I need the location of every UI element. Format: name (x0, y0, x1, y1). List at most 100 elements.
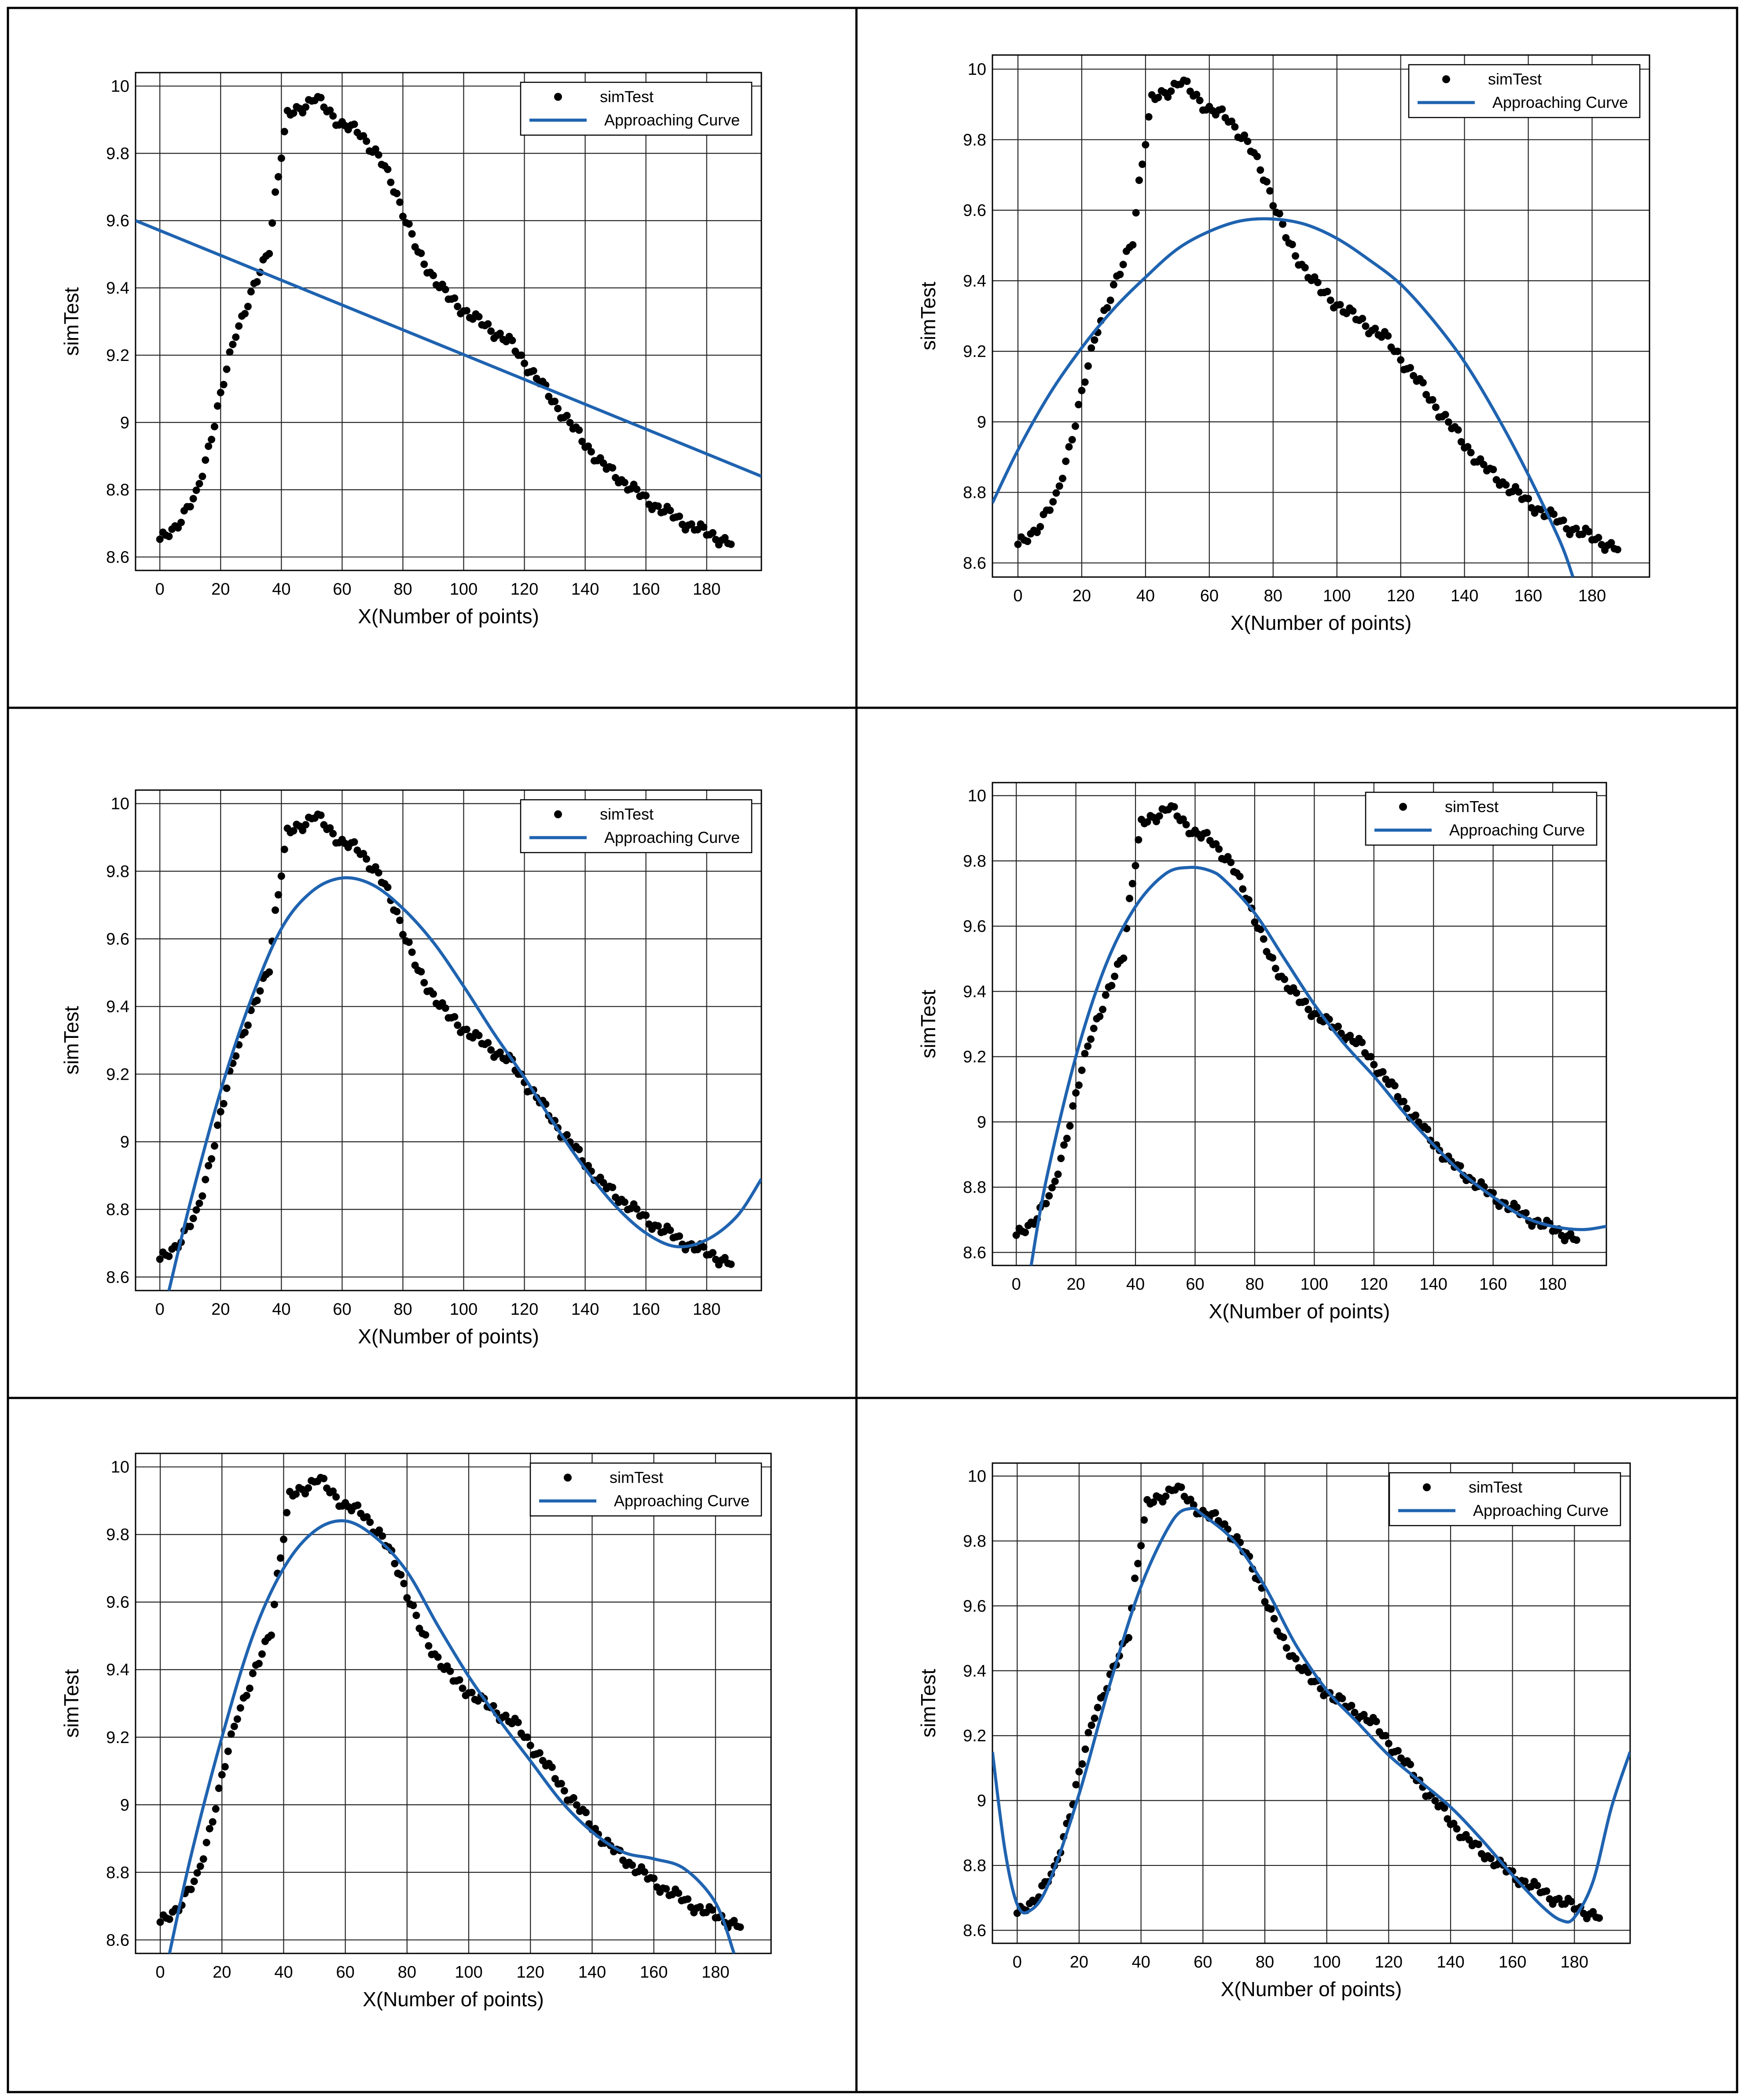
scatter-point (276, 1554, 284, 1562)
scatter-point (208, 1155, 216, 1163)
legend: simTest Approaching Curve (1408, 64, 1641, 118)
y-tick-label: 9.4 (963, 1662, 986, 1681)
scatter-point (396, 198, 404, 206)
x-tick-label: 80 (1264, 587, 1282, 605)
scatter-point (186, 1222, 194, 1230)
x-tick-label: 100 (1323, 587, 1351, 605)
legend-box (1408, 64, 1641, 118)
scatter-point (156, 535, 164, 543)
chart-panel-2: 0 20 40 60 80 100 120 140 160 180 8.6 8.8 9 9.2 9.4 9.6… (917, 54, 1650, 634)
scatter-point (1075, 401, 1083, 408)
y-tick-label: 9 (120, 1796, 129, 1814)
y-tick-label: 9.4 (963, 272, 986, 291)
scatter-point (1170, 803, 1178, 811)
scatter-point (329, 112, 337, 120)
x-tick-label: 140 (571, 580, 599, 599)
scatter-point (1293, 989, 1300, 997)
scatter-point (1164, 93, 1172, 101)
scatter-point (1453, 1825, 1461, 1833)
scatter-point (1231, 123, 1239, 131)
scatter-point (1111, 972, 1119, 980)
scatter-point (1142, 141, 1150, 149)
y-tick-label: 9.4 (106, 1661, 129, 1679)
scatter-point (487, 327, 495, 335)
scatter-point (1102, 991, 1109, 999)
scatter-point (403, 1594, 411, 1602)
scatter-point (1135, 177, 1143, 184)
scatter-point (220, 1100, 228, 1107)
legend-marker-dot (1399, 803, 1407, 811)
scatter-point (1502, 481, 1510, 489)
scatter-point (1269, 954, 1277, 962)
scatter-point (1021, 1228, 1029, 1236)
scatter-point (400, 1580, 408, 1588)
x-tick-label: 60 (333, 580, 351, 599)
scatter-point (609, 464, 617, 472)
scatter-point (1400, 1097, 1408, 1105)
chart-panel-1: 0 20 40 60 80 100 120 140 160 180 8.6 8.8 9 9.2 9.4 9.6… (60, 72, 762, 628)
scatter-point (1129, 241, 1137, 249)
x-tick-label: 80 (1245, 1275, 1264, 1294)
scatter-point (1301, 264, 1309, 272)
scatter-point (1090, 1024, 1098, 1032)
scatter-point (1134, 1559, 1142, 1567)
scatter-point (1099, 1005, 1107, 1013)
scatter-point (212, 1805, 220, 1813)
y-tick-label: 8.8 (963, 1857, 986, 1875)
x-tick-label: 0 (156, 1963, 165, 1982)
scatter-point (1069, 1102, 1077, 1110)
scatter-point (1394, 1747, 1402, 1755)
scatter-point (186, 503, 194, 511)
scatter-point (1595, 1914, 1603, 1922)
x-tick-label: 0 (1012, 1275, 1021, 1294)
legend-entry: simTest (600, 88, 654, 106)
scatter-point (1371, 324, 1379, 332)
scatter-point (1228, 118, 1236, 125)
scatter-point (230, 1722, 238, 1730)
y-tick-label: 9.2 (963, 1727, 986, 1745)
scatter-point (508, 336, 516, 344)
x-tick-label: 20 (211, 580, 230, 599)
scatter-point (1143, 818, 1151, 826)
scatter-point (272, 188, 279, 196)
scatter-point (1013, 1909, 1021, 1917)
scatter-point (1150, 1498, 1157, 1506)
scatter-point (1432, 403, 1440, 411)
scatter-point (1567, 1898, 1575, 1905)
scatter-point (1412, 1111, 1420, 1119)
scatter-point (187, 1886, 195, 1894)
scatter-point (420, 260, 428, 268)
scatter-point (199, 1855, 207, 1863)
x-tick-label: 120 (1360, 1275, 1388, 1294)
scatter-point (1444, 418, 1452, 426)
scatter-point (1014, 541, 1022, 548)
scatter-point (523, 1733, 531, 1741)
x-tick-label: 140 (578, 1963, 606, 1982)
legend: simTest Approaching Curve (1389, 1472, 1621, 1526)
y-tick-label: 10 (968, 60, 986, 79)
scatter-point (514, 1718, 522, 1726)
legend-entry: simTest (610, 1468, 663, 1486)
scatter-point (274, 891, 282, 899)
y-tick-label: 9.6 (963, 1597, 986, 1615)
scatter-point (366, 1518, 374, 1526)
scatter-point (192, 1206, 200, 1214)
scatter-point (279, 1535, 287, 1543)
scatter-point (1253, 152, 1261, 160)
scatter-point (213, 402, 221, 410)
approaching-curve-line (992, 217, 1575, 577)
scatter-point (1563, 525, 1571, 533)
scatter-point (1367, 1053, 1375, 1061)
scatter-point (551, 397, 559, 405)
scatter-point (1326, 296, 1334, 304)
legend-entry: simTest (1469, 1478, 1522, 1496)
scatter-point (220, 381, 228, 389)
x-axis-label: X(Number of points) (1209, 1300, 1390, 1323)
scatter-point (1048, 1184, 1056, 1192)
scatter-point (1266, 187, 1274, 195)
x-tick-label: 180 (1578, 587, 1606, 605)
scatter-point (1304, 1668, 1312, 1676)
scatter-point (1362, 322, 1370, 330)
legend: simTest Approaching Curve (520, 799, 753, 853)
scatter-point (1045, 1192, 1053, 1200)
